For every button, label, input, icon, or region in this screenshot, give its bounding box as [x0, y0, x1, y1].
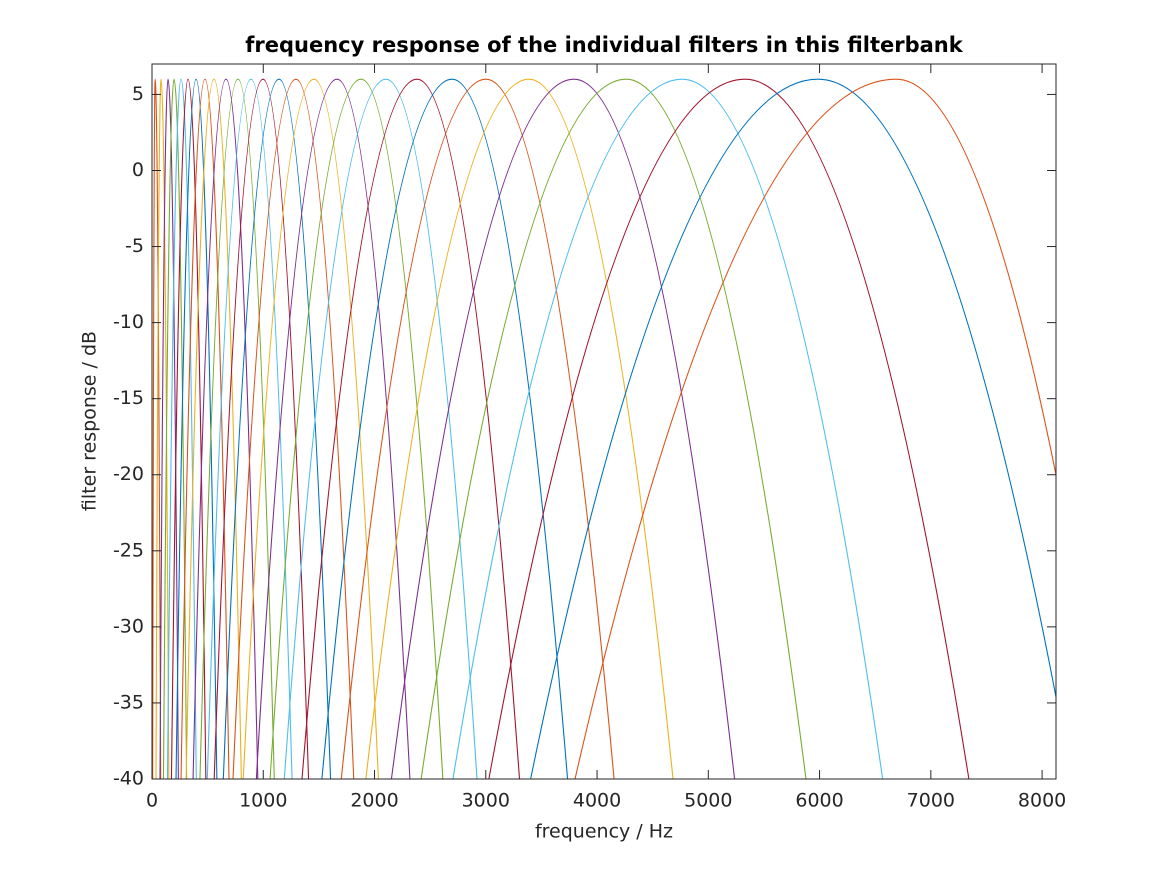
y-tick-label: -10 [113, 311, 144, 333]
chart-title: frequency response of the individual fil… [245, 33, 963, 57]
filter-curve [269, 78, 444, 779]
axes-box [151, 63, 1057, 780]
filter-curve [206, 78, 293, 779]
y-tick-label: 5 [132, 83, 144, 105]
filter-curve [365, 78, 674, 779]
filter-curve [213, 78, 310, 779]
curves [152, 78, 1056, 779]
filter-curve [192, 78, 259, 779]
x-tick-label: 8000 [1018, 790, 1066, 812]
filter-curve [574, 78, 1056, 779]
x-tick-label: 2000 [350, 790, 398, 812]
y-tick-label: -25 [113, 539, 144, 561]
y-tick-label: 0 [132, 159, 144, 181]
x-axis-label: frequency / Hz [535, 821, 673, 843]
filter-curve [170, 78, 207, 779]
y-tick-label: -20 [113, 463, 144, 485]
filter-curve [155, 78, 170, 779]
filter-curve [283, 78, 478, 779]
filter-curve [199, 78, 275, 779]
y-tick-label: -40 [113, 768, 144, 790]
filter-curve [530, 78, 1056, 779]
filter-curve [488, 78, 970, 779]
filter-curve [452, 78, 884, 779]
filter-curve [166, 78, 197, 779]
filter-curve [255, 78, 411, 779]
filter-curve [175, 78, 218, 779]
x-tick-label: 7000 [907, 790, 955, 812]
filter-curve [340, 78, 615, 779]
filter-curve [242, 78, 379, 779]
filter-curve [222, 78, 332, 779]
x-tick-label: 4000 [573, 790, 621, 812]
x-tick-label: 0 [146, 790, 158, 812]
y-tick-label: -15 [113, 387, 144, 409]
filter-curve [159, 78, 179, 779]
y-tick-label: -30 [113, 615, 144, 637]
y-tick-label: -5 [125, 235, 144, 257]
filter-curve [152, 78, 162, 779]
x-tick-label: 6000 [795, 790, 843, 812]
y-tick-label: -35 [113, 691, 144, 713]
x-tick-label: 5000 [684, 790, 732, 812]
filter-curve [185, 78, 242, 779]
filter-curve [232, 78, 355, 779]
filter-curve [390, 78, 736, 779]
x-tick-label: 1000 [239, 790, 287, 812]
filter-curve [321, 78, 569, 779]
y-axis-label: filter response / dB [79, 331, 101, 511]
filter-curve [420, 78, 807, 779]
x-tick-label: 3000 [462, 790, 510, 812]
